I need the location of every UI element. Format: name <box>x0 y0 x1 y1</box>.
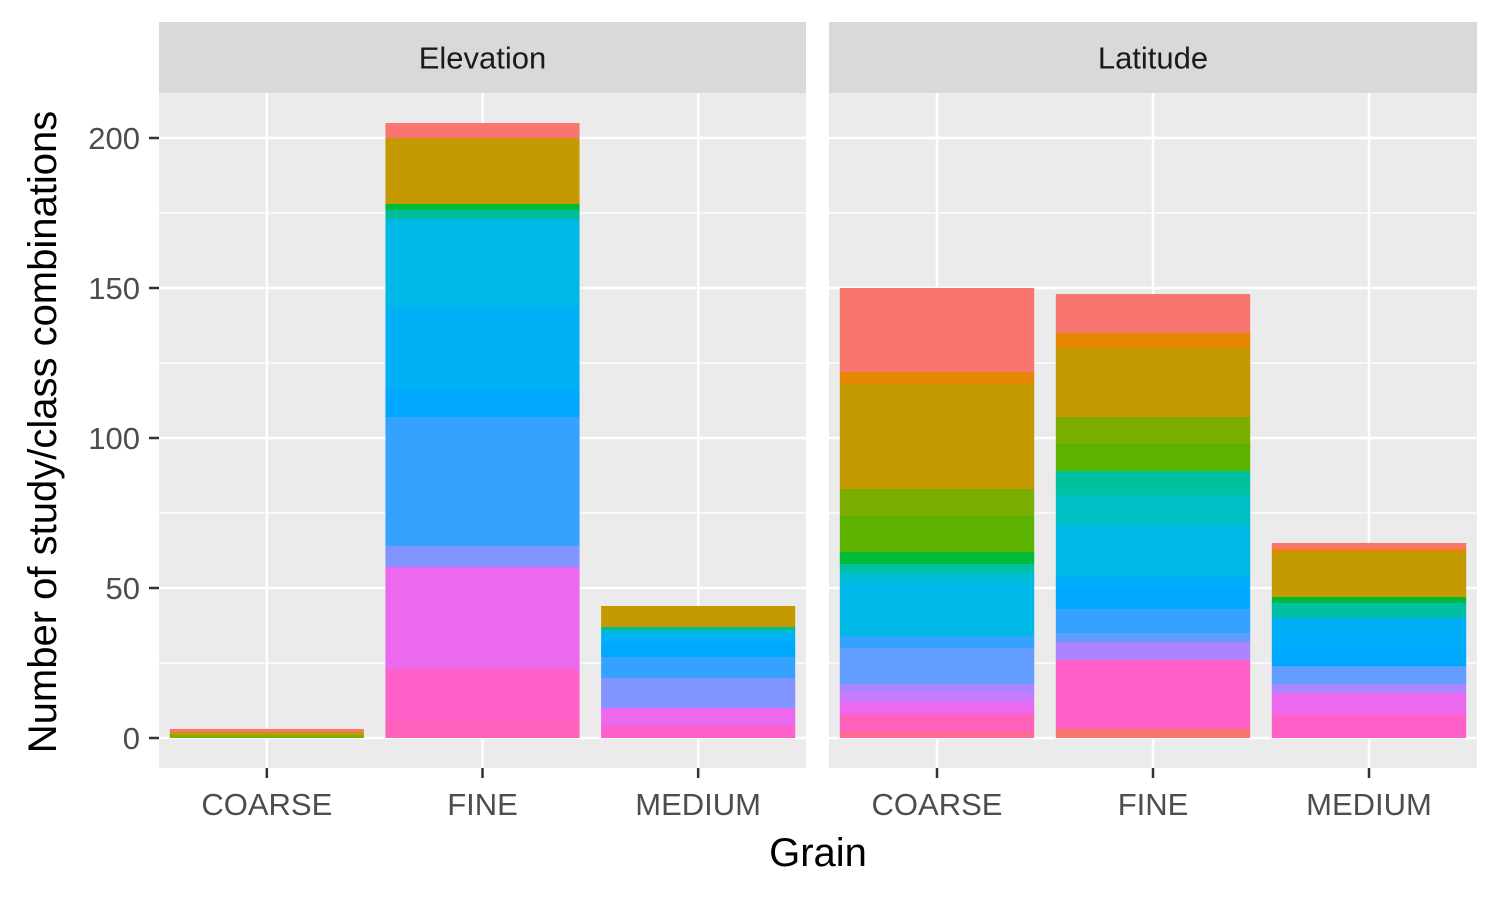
y-axis-title: Number of study/class combinations <box>21 111 65 754</box>
bar-segment <box>1055 294 1251 333</box>
bar-fine <box>1055 294 1251 738</box>
bar-segment <box>385 138 580 204</box>
bar-segment <box>839 573 1035 582</box>
x-tick-label: FINE <box>1118 787 1189 822</box>
bar-medium <box>601 606 796 738</box>
bar-segment <box>385 210 580 219</box>
bar-segment <box>1055 576 1251 588</box>
bar-segment <box>1055 495 1251 525</box>
bar-segment <box>839 693 1035 702</box>
bar-segment <box>385 546 580 567</box>
bar-segment <box>601 657 796 678</box>
bar-segment <box>1271 633 1467 648</box>
bar-segment <box>839 288 1035 372</box>
bar-segment <box>1271 597 1467 603</box>
bar-segment <box>601 627 796 630</box>
bar-segment <box>601 630 796 633</box>
x-tick-label: COARSE <box>201 787 332 822</box>
bar-segment <box>1055 348 1251 417</box>
panel-elevation: Elevation COARSE FINE MEDIUM <box>159 22 806 822</box>
bar-segment <box>839 582 1035 636</box>
bar-segment <box>1271 648 1467 666</box>
facet-strip-label: Latitude <box>1098 41 1208 76</box>
bar-segment <box>1271 543 1467 549</box>
bar-segment <box>385 567 580 669</box>
bar-segment <box>839 714 1035 732</box>
bar-segment <box>1271 714 1467 738</box>
bar-segment <box>1055 471 1251 495</box>
panel-latitude: Latitude COARSE FINE MEDIUM <box>829 22 1477 822</box>
facet-strip <box>829 22 1477 93</box>
y-tick-label: 200 <box>88 121 140 156</box>
bar-segment <box>839 552 1035 564</box>
bar-segment <box>839 732 1035 738</box>
bar-segment <box>1271 618 1467 633</box>
bar-segment <box>601 726 796 738</box>
bar-segment <box>601 633 796 642</box>
bar-segment <box>1055 633 1251 642</box>
bar-segment <box>839 648 1035 684</box>
bar-segment <box>169 732 364 735</box>
y-tick-label: 150 <box>88 271 140 306</box>
bar-segment <box>601 642 796 657</box>
x-tick-label: FINE <box>447 787 518 822</box>
facet-strip-label: Elevation <box>419 41 547 76</box>
bar-segment <box>1271 684 1467 693</box>
bar-segment <box>385 417 580 546</box>
bar-segment <box>1055 333 1251 348</box>
bar-segment <box>385 219 580 306</box>
bar-segment <box>385 306 580 390</box>
x-tick-label: MEDIUM <box>635 787 761 822</box>
bar-segment <box>385 720 580 738</box>
bar-segment <box>385 204 580 210</box>
x-tick-label: COARSE <box>872 787 1003 822</box>
bar-segment <box>1271 549 1467 552</box>
bar-segment <box>169 729 364 732</box>
bar-segment <box>839 372 1035 384</box>
bar-segment <box>839 564 1035 573</box>
bar-segment <box>601 678 796 708</box>
bar-segment <box>1055 444 1251 471</box>
bar-segment <box>1055 660 1251 729</box>
bar-segment <box>1271 552 1467 597</box>
bar-segment <box>839 489 1035 516</box>
bar-segment <box>1055 729 1251 738</box>
bar-segment <box>839 636 1035 648</box>
bar-segment <box>1271 603 1467 618</box>
y-tick-label: 50 <box>106 571 140 606</box>
bar-segment <box>1055 588 1251 609</box>
y-tick-label: 100 <box>88 421 140 456</box>
facet-strip <box>159 22 806 93</box>
bar-segment <box>1271 666 1467 684</box>
bar-segment <box>1055 417 1251 444</box>
bar-medium <box>1271 543 1467 738</box>
bar-fine <box>385 123 580 738</box>
bar-segment <box>601 606 796 627</box>
bar-segment <box>169 735 364 738</box>
bar-segment <box>1055 609 1251 633</box>
bar-segment <box>385 390 580 417</box>
bar-segment <box>839 702 1035 714</box>
x-tick-label: MEDIUM <box>1306 787 1432 822</box>
x-axis-title: Grain <box>769 831 867 875</box>
bar-segment <box>1055 642 1251 660</box>
y-tick-label: 0 <box>123 721 140 756</box>
bar-coarse <box>169 729 364 738</box>
bar-segment <box>839 384 1035 489</box>
bar-coarse <box>839 288 1035 738</box>
bar-segment <box>839 516 1035 552</box>
bar-segment <box>385 123 580 138</box>
bar-segment <box>839 684 1035 693</box>
bar-segment <box>1055 525 1251 576</box>
bar-segment <box>601 708 796 726</box>
bar-segment <box>385 669 580 720</box>
bar-segment <box>1271 693 1467 714</box>
